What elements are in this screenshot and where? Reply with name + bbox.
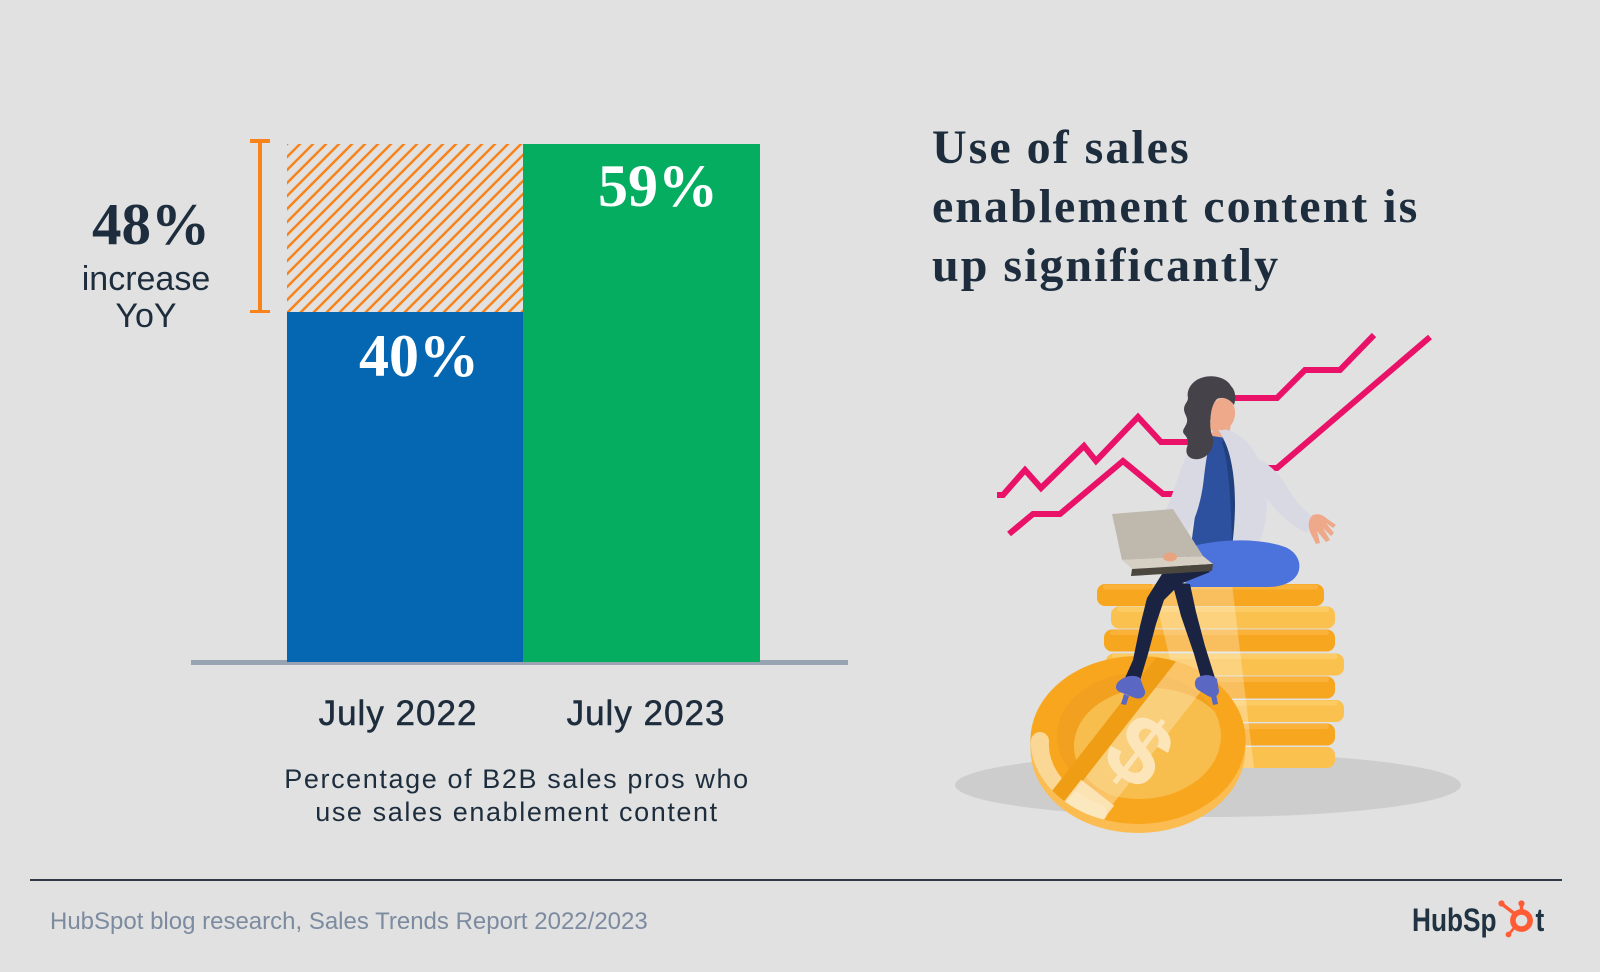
svg-text:HubSp: HubSp	[1412, 904, 1497, 939]
svg-text:t: t	[1536, 904, 1545, 939]
